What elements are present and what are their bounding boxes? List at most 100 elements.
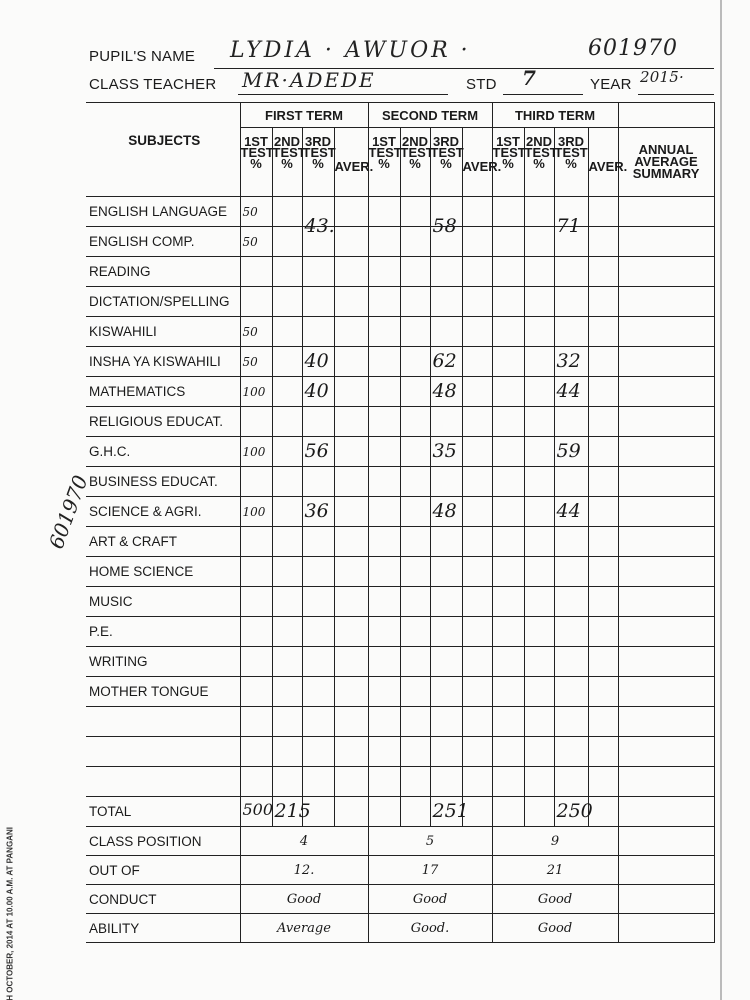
mark-cell[interactable]: [617, 346, 715, 377]
mark-cell[interactable]: [491, 346, 525, 377]
mark-cell[interactable]: [617, 736, 715, 767]
mark-cell[interactable]: 100: [239, 376, 273, 407]
mark-cell[interactable]: [399, 496, 431, 527]
mark-cell[interactable]: [491, 646, 525, 677]
annual-summary-cell[interactable]: [617, 826, 715, 856]
mark-cell[interactable]: [523, 706, 555, 737]
mark-cell[interactable]: [523, 766, 555, 797]
mark-cell[interactable]: [367, 646, 401, 677]
mark-cell[interactable]: [429, 676, 463, 707]
mark-cell[interactable]: [587, 646, 619, 677]
mark-cell[interactable]: [333, 766, 369, 797]
mark-cell[interactable]: [301, 706, 335, 737]
total-cell[interactable]: [399, 796, 431, 827]
mark-cell[interactable]: 100: [239, 496, 273, 527]
mark-cell[interactable]: [491, 556, 525, 587]
mark-cell[interactable]: [399, 646, 431, 677]
summary-value[interactable]: 9: [491, 826, 619, 856]
mark-cell[interactable]: [553, 466, 589, 497]
mark-cell[interactable]: [491, 196, 525, 227]
summary-value[interactable]: Average: [239, 913, 369, 943]
mark-cell[interactable]: [399, 436, 431, 467]
mark-cell[interactable]: [461, 676, 493, 707]
mark-cell[interactable]: 59: [553, 436, 589, 467]
mark-cell[interactable]: [239, 556, 273, 587]
mark-cell[interactable]: [461, 406, 493, 437]
mark-cell[interactable]: 40: [301, 346, 335, 377]
mark-cell[interactable]: 43.: [301, 215, 335, 257]
mark-cell[interactable]: 50: [239, 316, 273, 347]
mark-cell[interactable]: [239, 676, 273, 707]
mark-cell[interactable]: [333, 586, 369, 617]
annual-summary-cell[interactable]: [617, 913, 715, 943]
mark-cell[interactable]: [461, 526, 493, 557]
mark-cell[interactable]: [553, 616, 589, 647]
mark-cell[interactable]: [617, 406, 715, 437]
mark-cell[interactable]: [587, 376, 619, 407]
total-cell[interactable]: 251: [429, 796, 469, 827]
mark-cell[interactable]: [271, 586, 303, 617]
mark-cell[interactable]: [239, 736, 273, 767]
mark-cell[interactable]: [491, 406, 525, 437]
mark-cell[interactable]: [617, 256, 715, 287]
mark-cell[interactable]: [367, 766, 401, 797]
mark-cell[interactable]: [429, 406, 463, 437]
mark-cell[interactable]: [617, 616, 715, 647]
mark-cell[interactable]: [429, 256, 463, 287]
mark-cell[interactable]: [617, 496, 715, 527]
mark-cell[interactable]: [333, 706, 369, 737]
mark-cell[interactable]: [461, 466, 493, 497]
mark-cell[interactable]: [367, 526, 401, 557]
mark-cell[interactable]: [367, 496, 401, 527]
mark-cell[interactable]: [587, 466, 619, 497]
mark-cell[interactable]: [399, 286, 431, 317]
mark-cell[interactable]: [523, 496, 555, 527]
mark-cell[interactable]: [491, 736, 525, 767]
mark-cell[interactable]: [491, 376, 525, 407]
mark-cell[interactable]: [399, 406, 431, 437]
mark-cell[interactable]: [553, 706, 589, 737]
mark-cell[interactable]: [617, 376, 715, 407]
mark-cell[interactable]: [271, 526, 303, 557]
mark-cell[interactable]: [523, 586, 555, 617]
mark-cell[interactable]: [333, 256, 369, 287]
mark-cell[interactable]: [301, 586, 335, 617]
mark-cell[interactable]: [399, 736, 431, 767]
mark-cell[interactable]: [491, 496, 525, 527]
mark-cell[interactable]: [429, 286, 463, 317]
mark-cell[interactable]: [617, 286, 715, 317]
mark-cell[interactable]: [399, 706, 431, 737]
mark-cell[interactable]: [367, 226, 401, 257]
mark-cell[interactable]: [399, 376, 431, 407]
mark-cell[interactable]: [239, 586, 273, 617]
mark-cell[interactable]: [587, 586, 619, 617]
mark-cell[interactable]: [523, 526, 555, 557]
mark-cell[interactable]: [301, 406, 335, 437]
mark-cell[interactable]: [301, 526, 335, 557]
mark-cell[interactable]: [553, 646, 589, 677]
mark-cell[interactable]: [333, 376, 369, 407]
mark-cell[interactable]: [301, 616, 335, 647]
mark-cell[interactable]: [587, 736, 619, 767]
mark-cell[interactable]: [399, 526, 431, 557]
mark-cell[interactable]: [399, 316, 431, 347]
mark-cell[interactable]: [301, 766, 335, 797]
summary-value[interactable]: 4: [239, 826, 369, 856]
mark-cell[interactable]: [553, 766, 589, 797]
total-cell[interactable]: [617, 796, 715, 827]
mark-cell[interactable]: [461, 496, 493, 527]
mark-cell[interactable]: [617, 556, 715, 587]
total-cell[interactable]: 500: [239, 796, 273, 827]
mark-cell[interactable]: [461, 616, 493, 647]
summary-value[interactable]: Good: [491, 884, 619, 914]
mark-cell[interactable]: [587, 196, 619, 227]
mark-cell[interactable]: [617, 466, 715, 497]
summary-value[interactable]: 17: [367, 855, 493, 885]
mark-cell[interactable]: [271, 286, 303, 317]
mark-cell[interactable]: [333, 436, 369, 467]
mark-cell[interactable]: [367, 196, 401, 227]
mark-cell[interactable]: [553, 556, 589, 587]
mark-cell[interactable]: [333, 676, 369, 707]
mark-cell[interactable]: [429, 466, 463, 497]
mark-cell[interactable]: [367, 406, 401, 437]
